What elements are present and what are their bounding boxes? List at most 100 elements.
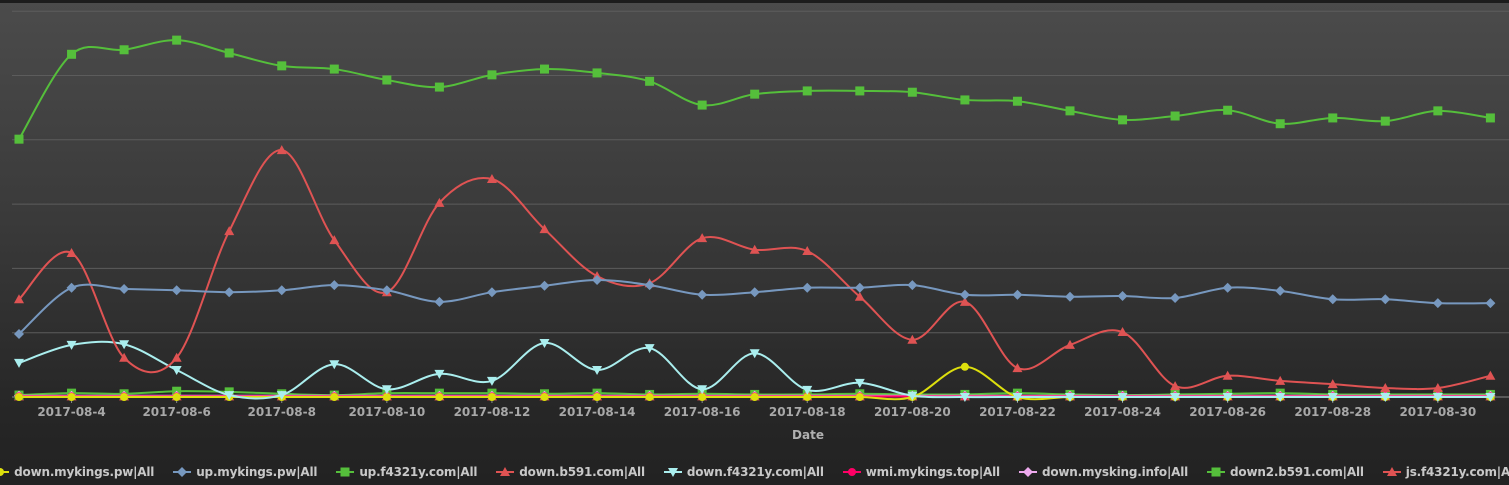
legend-marker[interactable] bbox=[177, 467, 188, 477]
data-point[interactable] bbox=[854, 378, 865, 388]
data-point[interactable] bbox=[172, 35, 182, 45]
data-point[interactable] bbox=[644, 280, 655, 291]
data-point[interactable] bbox=[960, 95, 970, 105]
data-point[interactable] bbox=[224, 391, 235, 401]
legend-marker[interactable] bbox=[1022, 467, 1033, 477]
data-point[interactable] bbox=[540, 393, 549, 401]
data-point[interactable] bbox=[1275, 393, 1286, 402]
data-point[interactable] bbox=[1433, 106, 1443, 116]
data-point[interactable] bbox=[434, 296, 445, 307]
data-point[interactable] bbox=[119, 45, 129, 55]
legend-item[interactable]: down2.b591.com|All bbox=[1207, 465, 1364, 479]
data-point[interactable] bbox=[329, 360, 340, 370]
legend-item[interactable]: up.mykings.pw|All bbox=[173, 465, 318, 479]
data-point[interactable] bbox=[276, 285, 287, 296]
data-point[interactable] bbox=[539, 338, 550, 348]
data-point[interactable] bbox=[1485, 298, 1496, 309]
data-point[interactable] bbox=[907, 280, 918, 291]
data-point[interactable] bbox=[434, 82, 444, 92]
data-point[interactable] bbox=[1118, 115, 1128, 125]
data-point[interactable] bbox=[1275, 375, 1286, 385]
data-point[interactable] bbox=[959, 393, 970, 402]
data-point[interactable] bbox=[854, 282, 865, 293]
data-point[interactable] bbox=[697, 385, 708, 395]
data-point[interactable] bbox=[750, 89, 760, 99]
data-point[interactable] bbox=[224, 287, 235, 298]
data-point[interactable] bbox=[277, 61, 287, 71]
data-point[interactable] bbox=[382, 75, 392, 85]
data-point[interactable] bbox=[1327, 393, 1338, 402]
data-point[interactable] bbox=[1222, 370, 1233, 380]
data-point[interactable] bbox=[593, 393, 602, 401]
data-point[interactable] bbox=[487, 70, 497, 80]
data-point[interactable] bbox=[1432, 393, 1443, 402]
data-point[interactable] bbox=[1380, 393, 1391, 402]
data-point[interactable] bbox=[1065, 106, 1075, 116]
data-point[interactable] bbox=[749, 287, 760, 298]
data-point[interactable] bbox=[592, 365, 603, 375]
data-point[interactable] bbox=[697, 233, 708, 243]
data-point[interactable] bbox=[539, 224, 550, 234]
data-point[interactable] bbox=[1012, 96, 1022, 106]
data-point[interactable] bbox=[486, 174, 497, 184]
data-point[interactable] bbox=[645, 76, 655, 86]
data-point[interactable] bbox=[119, 340, 130, 350]
data-point[interactable] bbox=[1328, 113, 1338, 123]
data-point[interactable] bbox=[1012, 289, 1023, 300]
data-point[interactable] bbox=[120, 393, 129, 401]
data-point[interactable] bbox=[802, 385, 813, 395]
data-point[interactable] bbox=[1065, 393, 1075, 402]
data-point[interactable] bbox=[330, 393, 339, 401]
data-point[interactable] bbox=[1170, 393, 1181, 402]
data-point[interactable] bbox=[329, 64, 339, 74]
legend-marker[interactable] bbox=[500, 467, 511, 476]
data-point[interactable] bbox=[66, 247, 77, 257]
data-point[interactable] bbox=[749, 349, 760, 359]
data-point[interactable] bbox=[750, 393, 759, 401]
data-point[interactable] bbox=[1485, 113, 1495, 123]
legend-marker[interactable] bbox=[1386, 467, 1397, 476]
data-point[interactable] bbox=[1222, 393, 1233, 402]
data-point[interactable] bbox=[1223, 105, 1233, 115]
data-point[interactable] bbox=[592, 68, 602, 78]
data-point[interactable] bbox=[224, 48, 234, 58]
data-point[interactable] bbox=[1327, 294, 1338, 305]
data-point[interactable] bbox=[1065, 339, 1075, 349]
data-point[interactable] bbox=[171, 352, 182, 362]
data-point[interactable] bbox=[381, 385, 392, 395]
data-point[interactable] bbox=[14, 328, 24, 339]
legend-item[interactable]: wmi.mykings.top|All bbox=[842, 465, 1000, 479]
legend-marker[interactable] bbox=[667, 468, 678, 477]
data-point[interactable] bbox=[435, 393, 444, 401]
data-point[interactable] bbox=[1065, 291, 1075, 302]
data-point[interactable] bbox=[15, 393, 23, 401]
data-point[interactable] bbox=[119, 352, 130, 362]
data-point[interactable] bbox=[645, 393, 654, 401]
data-point[interactable] bbox=[382, 393, 391, 401]
data-point[interactable] bbox=[119, 283, 130, 294]
data-point[interactable] bbox=[171, 285, 182, 296]
data-point[interactable] bbox=[1432, 382, 1443, 392]
data-point[interactable] bbox=[66, 340, 77, 350]
data-point[interactable] bbox=[487, 393, 496, 401]
data-point[interactable] bbox=[14, 134, 24, 144]
legend-marker[interactable] bbox=[1211, 467, 1221, 477]
data-point[interactable] bbox=[749, 244, 760, 254]
data-point[interactable] bbox=[329, 235, 340, 245]
data-point[interactable] bbox=[14, 294, 24, 304]
data-point[interactable] bbox=[1117, 327, 1128, 337]
data-point[interactable] bbox=[1275, 285, 1286, 296]
data-point[interactable] bbox=[276, 145, 287, 155]
data-point[interactable] bbox=[434, 197, 445, 207]
legend-item[interactable]: down.f4321y.com|All bbox=[663, 465, 824, 479]
data-point[interactable] bbox=[1170, 292, 1181, 303]
data-point[interactable] bbox=[486, 287, 497, 298]
legend-item[interactable]: up.f4321y.com|All bbox=[336, 465, 477, 479]
data-point[interactable] bbox=[855, 393, 864, 401]
data-point[interactable] bbox=[1327, 379, 1338, 389]
data-point[interactable] bbox=[14, 358, 24, 368]
data-point[interactable] bbox=[1170, 381, 1181, 391]
data-point[interactable] bbox=[802, 86, 812, 96]
data-point[interactable] bbox=[959, 289, 970, 300]
data-point[interactable] bbox=[1012, 363, 1023, 373]
